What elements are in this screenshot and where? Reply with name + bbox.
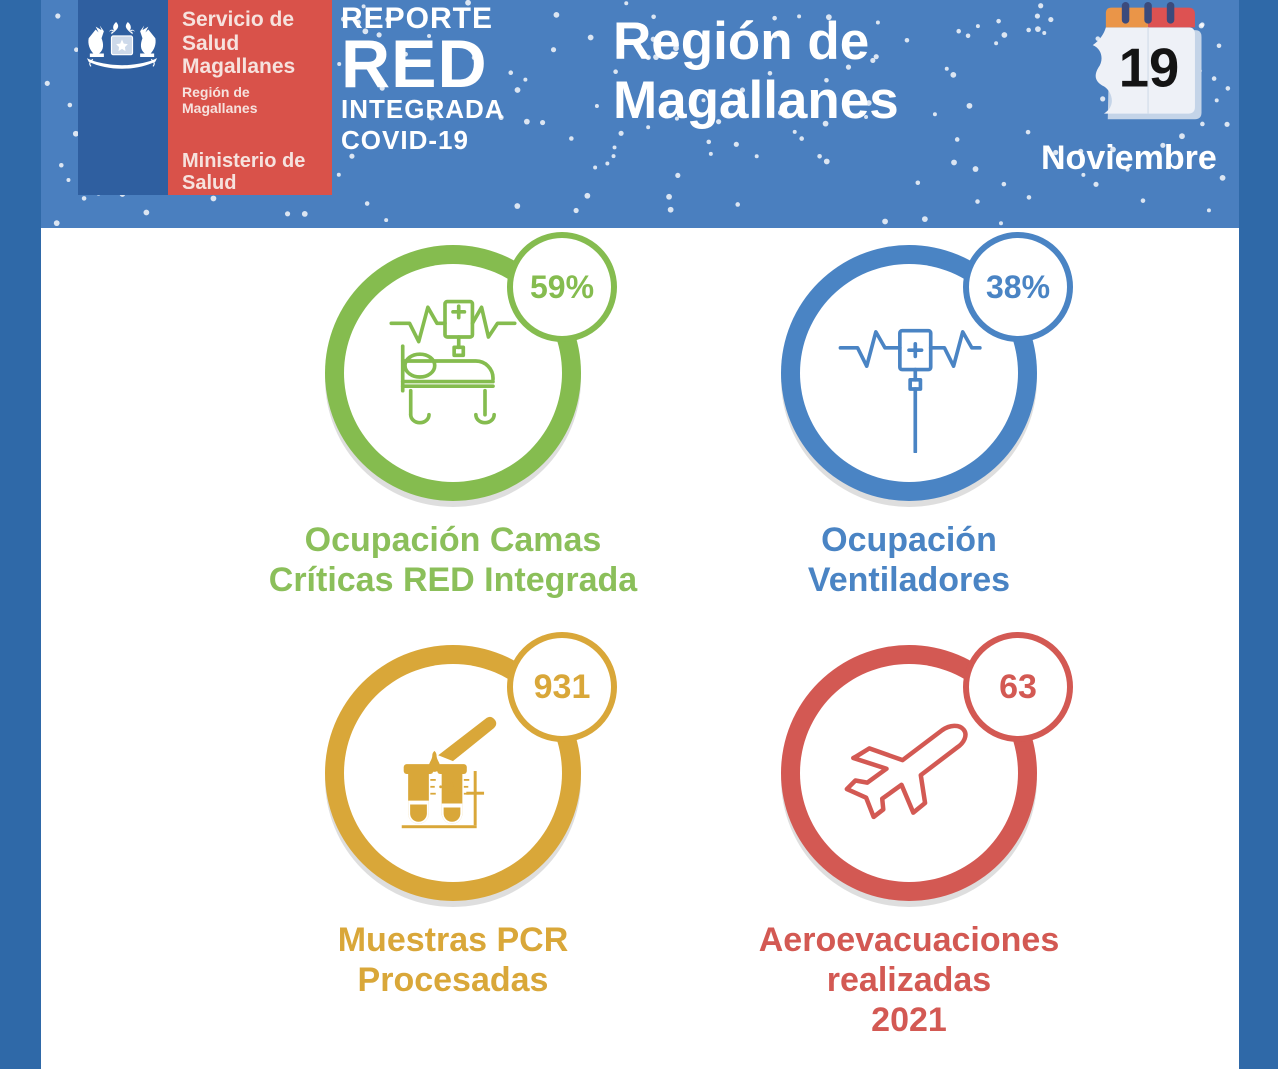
svg-text:19: 19 [1119, 37, 1179, 98]
